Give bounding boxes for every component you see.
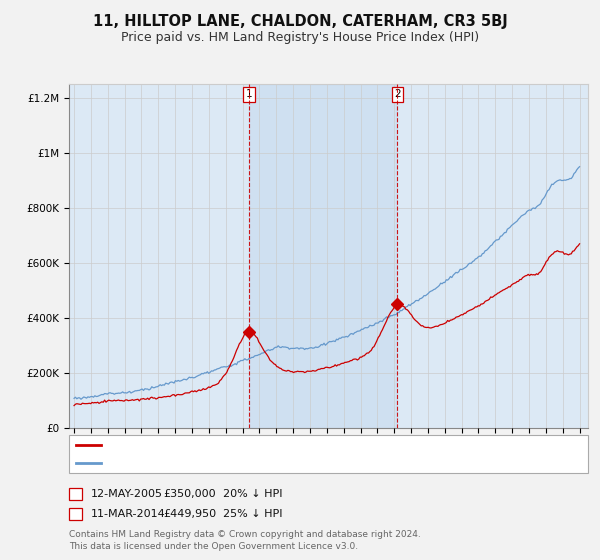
Text: 2: 2 [394, 89, 401, 99]
Text: Price paid vs. HM Land Registry's House Price Index (HPI): Price paid vs. HM Land Registry's House … [121, 31, 479, 44]
Text: 11-MAR-2014: 11-MAR-2014 [91, 509, 166, 519]
Text: 1: 1 [72, 489, 79, 499]
Bar [249, 84, 397, 428]
Text: 11, HILLTOP LANE, CHALDON, CATERHAM, CR3 5BJ: 11, HILLTOP LANE, CHALDON, CATERHAM, CR3… [92, 14, 508, 29]
Text: 20% ↓ HPI: 20% ↓ HPI [223, 489, 283, 499]
Text: Contains HM Land Registry data © Crown copyright and database right 2024.
This d: Contains HM Land Registry data © Crown c… [69, 530, 421, 551]
Text: 25% ↓ HPI: 25% ↓ HPI [223, 509, 283, 519]
Text: £449,950: £449,950 [163, 509, 217, 519]
Text: 1: 1 [245, 89, 252, 99]
Text: 12-MAY-2005: 12-MAY-2005 [91, 489, 163, 499]
Text: £350,000: £350,000 [163, 489, 216, 499]
Text: 2: 2 [72, 509, 79, 519]
Text: HPI: Average price, detached house, Tandridge: HPI: Average price, detached house, Tand… [109, 458, 370, 468]
Text: 11, HILLTOP LANE, CHALDON, CATERHAM, CR3 5BJ (detached house): 11, HILLTOP LANE, CHALDON, CATERHAM, CR3… [109, 440, 491, 450]
